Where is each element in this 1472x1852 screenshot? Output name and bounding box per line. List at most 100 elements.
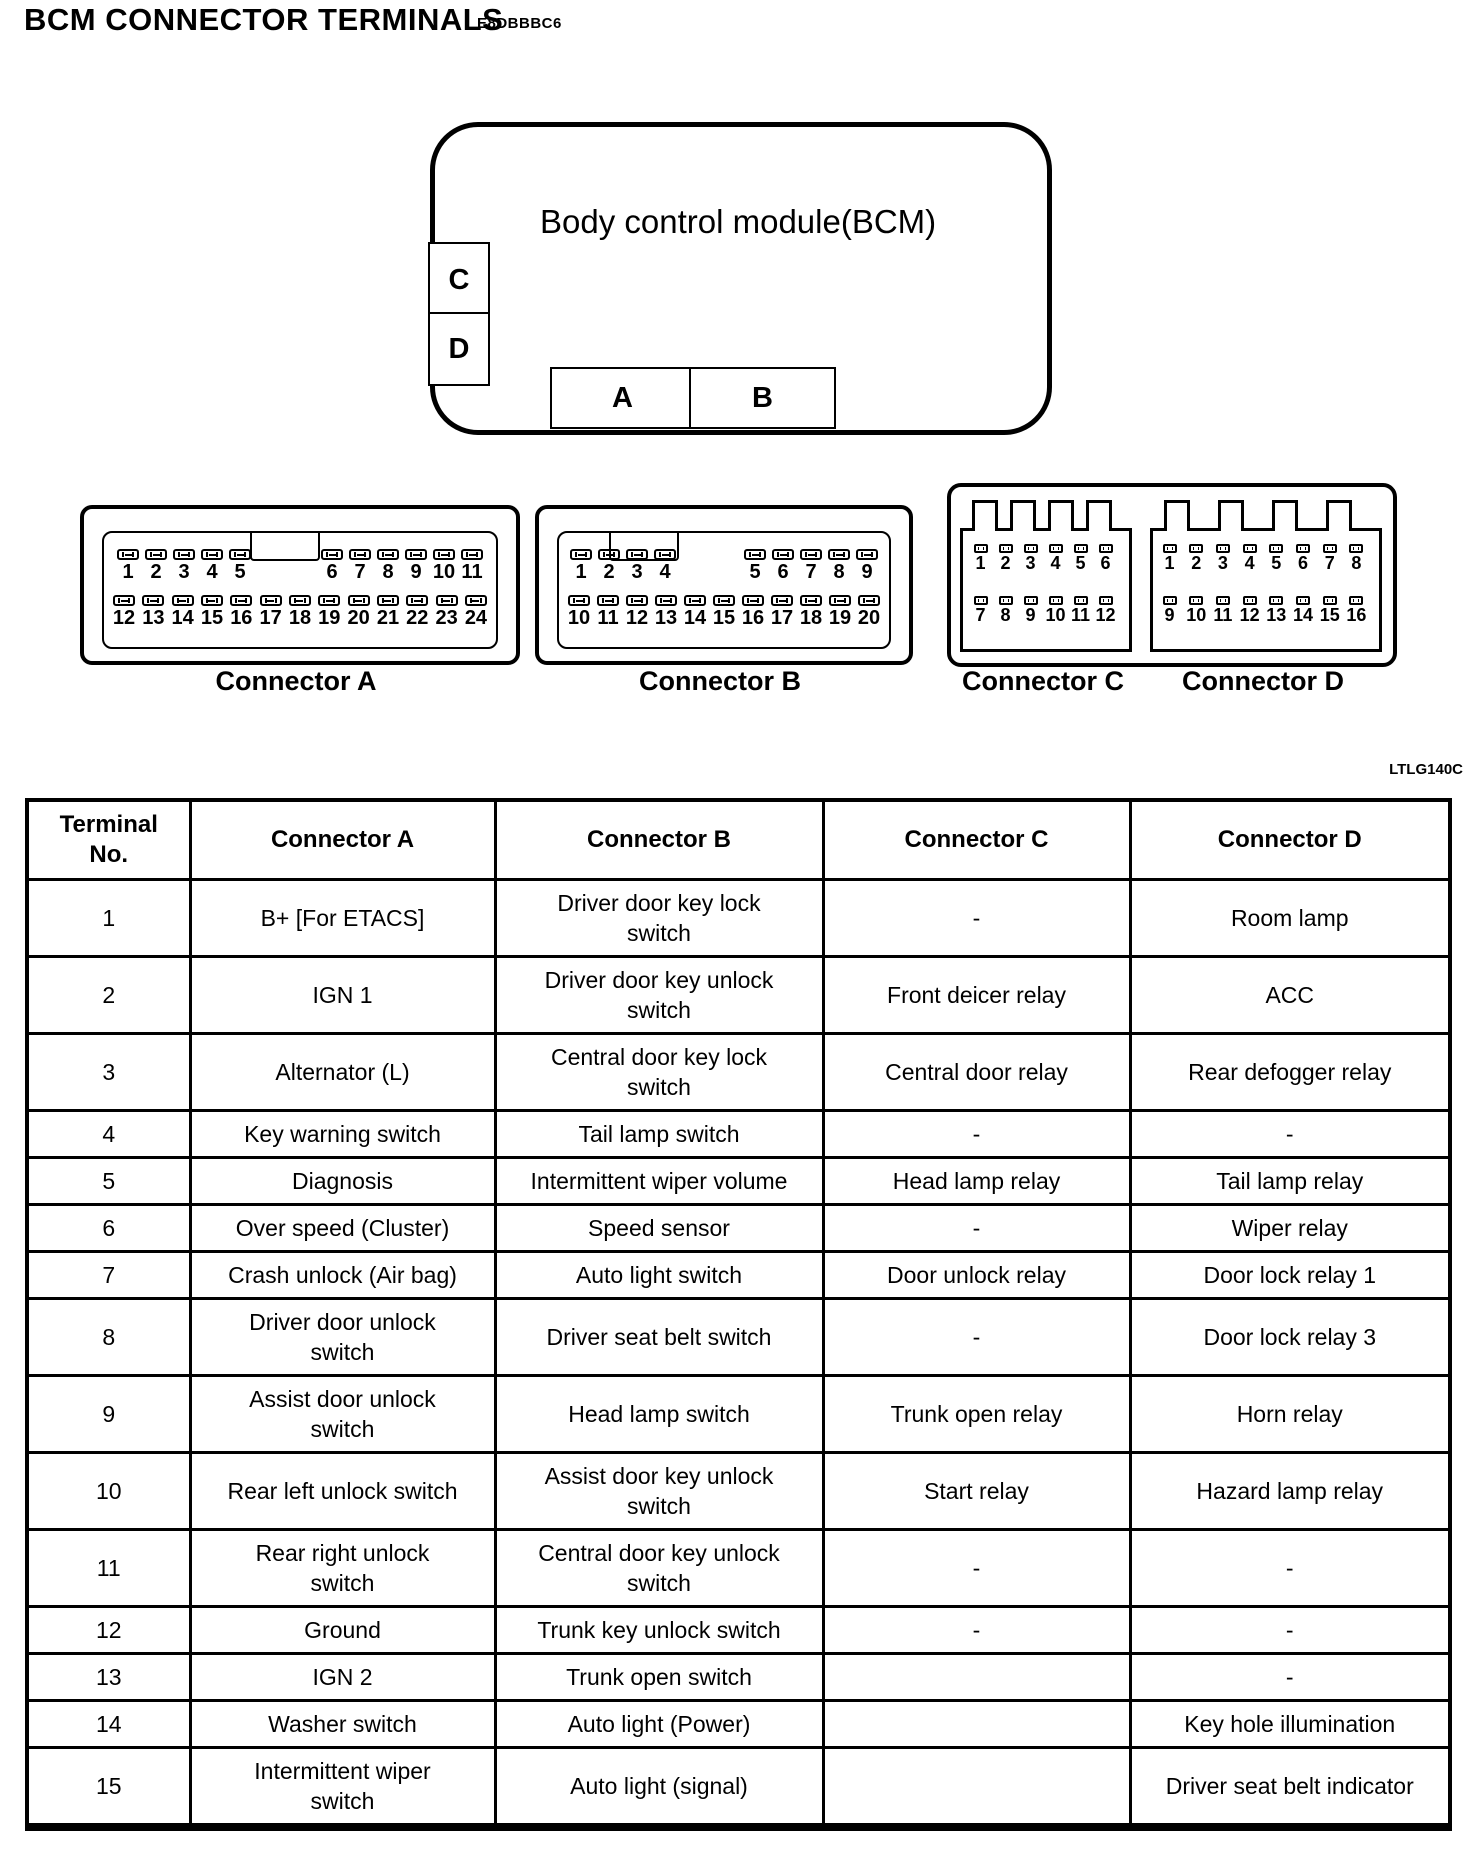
pin-terminal: 2 [595, 549, 623, 583]
pin-contact-icon [349, 549, 371, 560]
pin-terminal: 15 [1317, 596, 1342, 625]
pin-number: 16 [1346, 605, 1367, 625]
pin-number: 15 [712, 607, 736, 629]
pin-terminal: 1 [114, 549, 142, 583]
table-row: 14 Washer switch Auto light (Power) Key hol… [25, 1699, 1452, 1749]
cell-connector-d: Hazard lamp relay [1128, 1451, 1452, 1531]
cell-connector-a: Rear right unlock switch [188, 1528, 497, 1608]
pin-contact-icon [1322, 544, 1337, 553]
pin-contact-icon [856, 549, 878, 560]
pin-contact-icon [800, 595, 822, 606]
pin-terminal: 9 [1018, 596, 1043, 625]
table-row: 12 Ground Trunk key unlock switch - - [25, 1605, 1452, 1655]
pin-terminal: 14 [1291, 596, 1316, 625]
pin-contact-icon [464, 595, 487, 606]
cell-connector-b: Driver door key lock switch [493, 878, 825, 958]
pin-number: 10 [432, 561, 456, 583]
pin-terminal: 7 [968, 596, 993, 625]
pin-terminal: 15 [198, 595, 226, 629]
pin-contact-icon [655, 595, 677, 606]
pin-number: 14 [1293, 605, 1314, 625]
table-row: 8 Driver door unlock switch Driver seat be… [25, 1297, 1452, 1377]
pin-terminal: 12 [1237, 596, 1262, 625]
pin-contact-icon [742, 595, 764, 606]
cell-connector-c: Door unlock relay [821, 1250, 1132, 1300]
cell-connector-b: Tail lamp switch [493, 1109, 825, 1159]
pin-terminal: 11 [594, 595, 622, 629]
pin-contact-icon [117, 549, 139, 560]
pin-contact-icon [1073, 544, 1088, 553]
pin-number: 7 [354, 561, 366, 583]
pin-terminal: 22 [403, 595, 431, 629]
cell-connector-d: Horn relay [1128, 1374, 1452, 1454]
table-row: 13 IGN 2 Trunk open switch - [25, 1652, 1452, 1702]
pin-contact-icon [973, 544, 988, 553]
table-row: 10 Rear left unlock switch Assist door key… [25, 1451, 1452, 1531]
cell-connector-b: Central door key unlock switch [493, 1528, 825, 1608]
connector-c-caption: Connector C [962, 666, 1124, 696]
connector-b-caption: Connector B [639, 666, 801, 696]
castellation-tooth [1164, 500, 1190, 531]
pin-number: 24 [464, 607, 488, 629]
castellation-tooth [1048, 500, 1074, 531]
pin-number: 1 [1164, 553, 1175, 573]
pin-number: 2 [1191, 553, 1202, 573]
pin-number: 19 [318, 607, 341, 629]
pin-number: 16 [741, 607, 765, 629]
bcm-connector-a-slot: A [550, 367, 695, 429]
pin-terminal: 5 [226, 549, 254, 583]
pin-terminal: 3 [1210, 544, 1235, 573]
pin-number: 21 [376, 607, 400, 629]
pin-contact-icon [1048, 596, 1063, 605]
pin-terminal: 19 [826, 595, 854, 629]
header-terminal-no: Terminal No. [25, 798, 192, 881]
bcm-module-label: Body control module(BCM) [540, 203, 937, 240]
cell-terminal-no: 11 [25, 1528, 192, 1608]
pin-contact-icon [406, 595, 429, 606]
cell-connector-c: Trunk open relay [821, 1374, 1132, 1454]
cell-connector-a: Diagnosis [188, 1156, 497, 1206]
pin-terminal: 18 [797, 595, 825, 629]
castellation-tooth [972, 500, 998, 531]
pin-contact-icon [229, 549, 251, 560]
pin-contact-icon [377, 549, 399, 560]
cell-connector-c: - [821, 1109, 1132, 1159]
cell-connector-d: Wiper relay [1128, 1203, 1452, 1253]
pin-terminal: 1 [968, 544, 993, 573]
pin-contact-icon [435, 595, 458, 606]
pin-number: 8 [1000, 605, 1011, 625]
pin-number: 5 [749, 561, 761, 583]
pin-contact-icon [654, 549, 676, 560]
pin-number: 10 [1186, 605, 1207, 625]
cell-connector-b: Auto light switch [493, 1250, 825, 1300]
connector-cd-housing [947, 483, 1397, 667]
pin-contact-icon [744, 549, 766, 560]
pin-number: 9 [410, 561, 422, 583]
connector-d-diagram [1150, 528, 1382, 652]
pin-number: 13 [142, 607, 165, 629]
pin-terminal: 19 [315, 595, 343, 629]
pin-contact-icon [1215, 544, 1230, 553]
pin-contact-icon [171, 595, 194, 606]
pin-contact-icon [1189, 596, 1204, 605]
connector-b-inner-outline [557, 531, 891, 649]
table-row: 2 IGN 1 Driver door key unlock switch Front… [25, 955, 1452, 1035]
cell-connector-d: Door lock relay 3 [1128, 1297, 1452, 1377]
pin-number: 5 [1271, 553, 1282, 573]
pin-number: 8 [382, 561, 394, 583]
pin-number: 1 [122, 561, 134, 583]
connector-a-caption: Connector A [215, 666, 377, 696]
cell-connector-a: Rear left unlock switch [188, 1451, 497, 1531]
pin-terminal: 13 [1264, 596, 1289, 625]
pin-number: 6 [326, 561, 338, 583]
table-row: 11 Rear right unlock switch Central door k… [25, 1528, 1452, 1608]
pin-number: 4 [1244, 553, 1255, 573]
cell-connector-c: - [821, 1203, 1132, 1253]
pin-number: 7 [1324, 553, 1335, 573]
connector-d-pin-row-2: 9 10 11 12 13 14 15 16 [1157, 596, 1369, 625]
pin-contact-icon [626, 549, 648, 560]
